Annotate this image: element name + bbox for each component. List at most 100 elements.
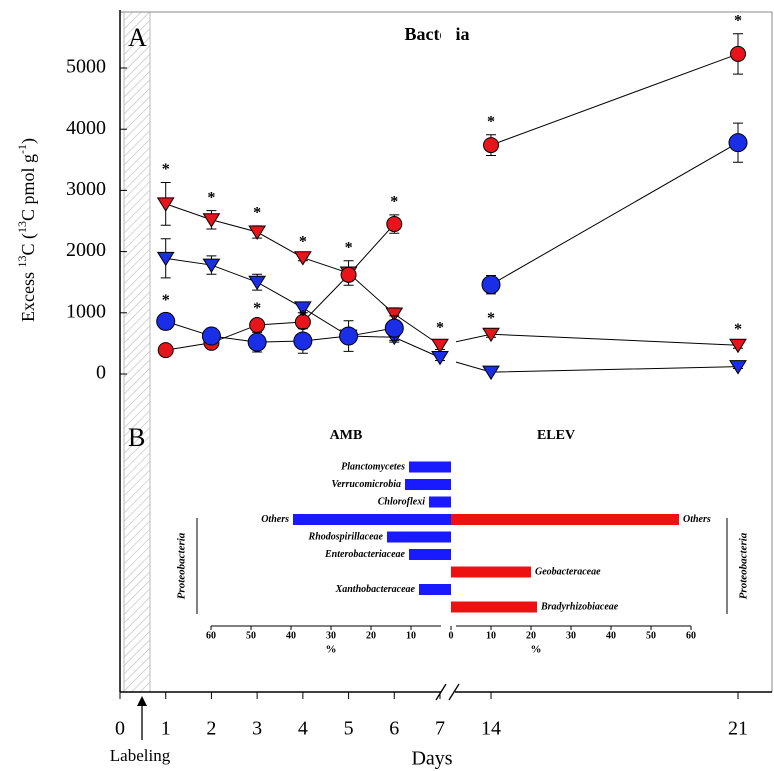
series-title: ELEV [537, 428, 575, 443]
labeling-arrow-head [137, 696, 147, 706]
annotation: Labeling [110, 746, 171, 765]
bar [419, 584, 451, 595]
y-axis-label: Excess 13C (13C pmol g-1) [15, 138, 39, 322]
b-x-tick-label: 30 [566, 630, 576, 641]
b-x-tick-label: 40 [606, 630, 616, 641]
x-tick-label: 3 [252, 718, 262, 740]
bar [409, 549, 451, 560]
category-label: Xanthobacteraceae [335, 584, 416, 595]
point [247, 332, 267, 352]
category-label: Rhodospirillaceae [308, 531, 384, 542]
point [248, 275, 267, 291]
b-x-tick-label: 60 [206, 630, 216, 641]
y-tick-label: 5000 [66, 56, 106, 78]
significance: * [487, 113, 495, 130]
x-tick-label: 21 [728, 718, 748, 740]
b-x-tick-label: 20 [366, 630, 376, 641]
axis-break-gap [441, 684, 455, 700]
point [157, 342, 174, 359]
label-part: ) [18, 138, 39, 144]
b-x-tick-label: 0 [449, 630, 454, 641]
significance: * [253, 300, 261, 317]
point [340, 266, 357, 283]
label-part: -1 [15, 144, 29, 154]
label-part: Excess [18, 268, 38, 322]
significance: * [162, 161, 170, 178]
x-tick-label: 0 [115, 718, 125, 740]
label-part: C ( [18, 233, 39, 256]
point [386, 216, 403, 233]
panel-label: B [128, 423, 145, 452]
label-part: 13 [15, 256, 29, 268]
y-tick-label: 2000 [66, 239, 106, 261]
category-label: Verrucomicrobia [332, 479, 401, 490]
category-label: Enterobacteriaceae [324, 549, 406, 560]
point [431, 338, 449, 354]
series-title: AMB [330, 428, 363, 443]
b-x-tick-label: 30 [326, 630, 336, 641]
significance: * [162, 292, 170, 309]
significance: * [734, 321, 742, 338]
point [730, 45, 746, 62]
point [729, 360, 747, 375]
axis-break [435, 683, 460, 701]
point [156, 197, 175, 212]
point [293, 251, 312, 266]
b-x-tick-label: 50 [246, 630, 256, 641]
point [249, 317, 266, 334]
bar [405, 479, 451, 490]
bar [451, 514, 679, 525]
significance: * [253, 205, 261, 222]
bar [451, 601, 537, 613]
point [431, 350, 449, 366]
point [729, 338, 747, 354]
point [202, 258, 221, 274]
significance: * [207, 189, 215, 206]
category-label: Bradyrhizobiaceae [540, 601, 619, 612]
x-tick-label: 7 [435, 718, 445, 740]
x-tick-label: 2 [206, 718, 216, 740]
chart-title: Bacteria [405, 24, 470, 44]
point [385, 307, 404, 322]
x-tick-label: 5 [344, 718, 354, 740]
y-tick-label: 1000 [66, 300, 106, 322]
category-label: Planctomycetes [341, 461, 405, 472]
x-tick-label: 14 [481, 718, 501, 740]
significance: * [436, 320, 444, 337]
b-x-tick-label: 50 [646, 630, 656, 641]
point [728, 133, 748, 153]
significance: * [390, 194, 398, 211]
x-tick-label: 4 [298, 718, 308, 740]
b-x-tick-label: 10 [486, 630, 496, 641]
point [248, 225, 267, 240]
category-label: Geobacteraceae [535, 566, 601, 577]
bar [451, 566, 531, 578]
label-part: C pmol g [18, 154, 38, 221]
point [156, 311, 176, 331]
b-x-axis-label: % [326, 644, 337, 656]
bar [293, 514, 451, 525]
significance: * [734, 12, 742, 29]
x-tick-label: 6 [389, 718, 399, 740]
group-label: Proteobacteria [738, 532, 750, 599]
y-tick-label: 3000 [66, 178, 106, 200]
y-tick-label: 4000 [66, 117, 106, 139]
y-tick-label: 0 [96, 362, 106, 384]
category-label: Others [683, 514, 711, 525]
x-tick-label: 1 [161, 718, 171, 740]
b-x-tick-label: 40 [286, 630, 296, 641]
point [293, 331, 313, 351]
b-x-axis-label: % [531, 644, 542, 656]
b-x-tick-label: 20 [526, 630, 536, 641]
line-break-gap [441, 14, 456, 684]
category-label: Others [261, 514, 289, 525]
x-axis-label: Days [411, 748, 452, 770]
point [339, 326, 359, 346]
panel-label: A [128, 23, 147, 52]
point [156, 251, 175, 267]
significance: * [487, 310, 495, 327]
group-label: Proteobacteria [176, 532, 188, 599]
point [482, 327, 500, 343]
point [384, 318, 404, 338]
category-label: Chloroflexi [378, 496, 425, 507]
